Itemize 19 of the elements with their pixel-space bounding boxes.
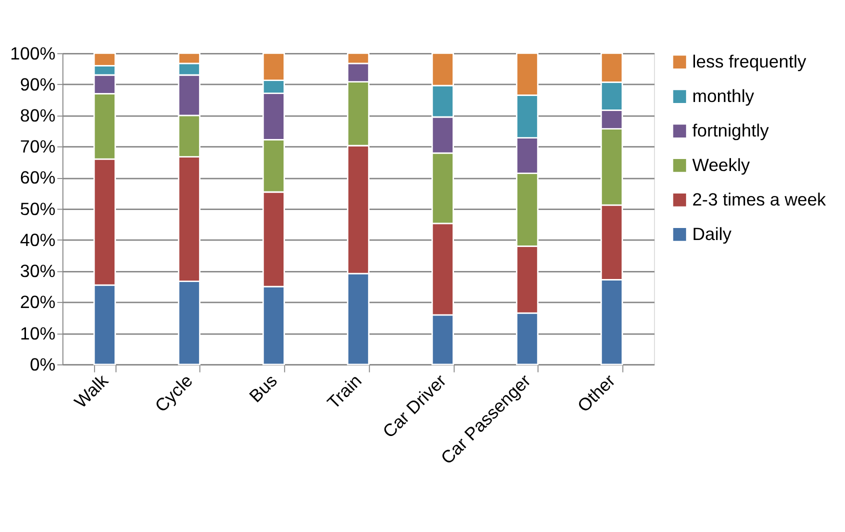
y-tick-label: 0%	[30, 354, 56, 374]
x-tick-label: Train	[323, 370, 366, 413]
x-tick-label: Bus	[245, 370, 282, 406]
y-tick-label: 80%	[20, 106, 56, 126]
legend-label: Weekly	[692, 155, 750, 176]
y-tick-label: 20%	[20, 292, 56, 312]
legend-label: monthly	[692, 86, 754, 106]
legend-label: Daily	[692, 224, 732, 244]
legend-label: 2-3 times a week	[692, 190, 826, 210]
legend-label: fortnightly	[692, 120, 770, 141]
y-tick-label: 90%	[20, 74, 56, 94]
y-tick-label: 60%	[20, 168, 56, 188]
y-tick-label: 70%	[20, 136, 56, 157]
y-tick-label: 40%	[20, 230, 56, 250]
y-tick-label: 30%	[20, 261, 56, 282]
y-tick-label: 10%	[20, 323, 56, 344]
y-tick-label: 50%	[20, 198, 56, 219]
y-tick-label: 100%	[10, 43, 56, 64]
legend-label: less frequently	[692, 52, 806, 72]
